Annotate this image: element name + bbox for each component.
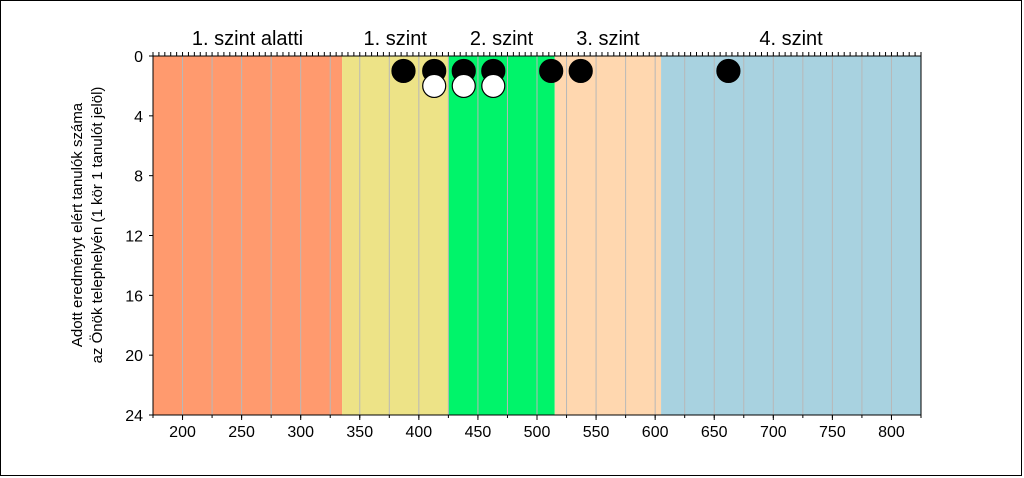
band-2 [342, 56, 449, 415]
y-tick-label: 12 [125, 229, 143, 246]
y-tick-label: 4 [134, 109, 143, 126]
x-tick-label: 400 [405, 424, 432, 441]
x-tick-label: 350 [346, 424, 373, 441]
student-point [716, 58, 741, 84]
band-label-4: 3. szint [576, 28, 640, 50]
x-tick-label: 650 [701, 424, 728, 441]
band-label-1: 1. szint alatti [192, 28, 303, 50]
student-point [451, 73, 476, 99]
labels: 1. szint alatti 1. szint 2. szint 3. szint 4… [125, 28, 905, 441]
axes [149, 52, 922, 420]
student-point [568, 58, 593, 84]
student-point [481, 73, 506, 99]
gridlines [182, 56, 892, 415]
band-label-2: 1. szint [364, 28, 428, 50]
y-tick-label: 20 [125, 348, 143, 365]
data-points [391, 58, 741, 99]
x-tick-label: 600 [642, 424, 669, 441]
student-point [539, 58, 564, 84]
y-axis-title: Adott eredményt elért tanulók száma [69, 102, 86, 347]
band-5 [661, 56, 921, 415]
x-tick-label: 300 [287, 424, 314, 441]
x-tick-label: 750 [819, 424, 846, 441]
y-tick-label: 0 [134, 49, 143, 66]
band-label-5: 4. szint [759, 28, 823, 50]
band-3 [448, 56, 555, 415]
student-point [422, 73, 447, 99]
x-tick-label: 250 [228, 424, 255, 441]
band-label-3: 2. szint [470, 28, 534, 50]
band-4 [554, 56, 662, 415]
y-tick-label: 24 [125, 408, 143, 425]
student-point [391, 58, 416, 84]
y-axis-subtitle: az Önök telephelyén (1 kör 1 tanulót jel… [88, 87, 106, 364]
y-tick-label: 16 [125, 288, 143, 305]
x-tick-label: 700 [760, 424, 787, 441]
x-tick-label: 450 [465, 424, 492, 441]
x-tick-label: 500 [524, 424, 551, 441]
x-tick-label: 550 [583, 424, 610, 441]
x-tick-label: 800 [878, 424, 905, 441]
y-tick-label: 8 [134, 169, 143, 186]
x-tick-label: 200 [169, 424, 196, 441]
band-1 [153, 56, 343, 415]
